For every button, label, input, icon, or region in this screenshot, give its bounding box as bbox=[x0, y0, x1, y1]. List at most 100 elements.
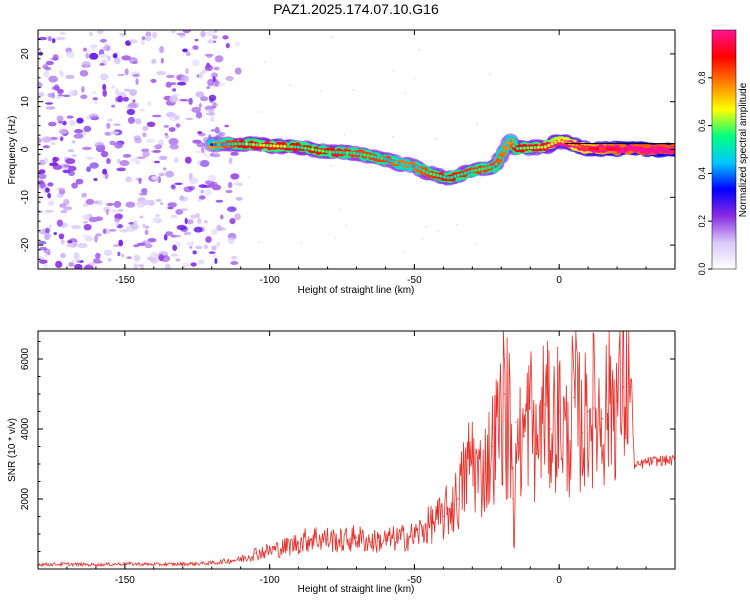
noise-speckle bbox=[197, 218, 202, 225]
snr-data-point bbox=[567, 442, 569, 444]
snr-data-point bbox=[486, 463, 488, 465]
signal-core-dot bbox=[519, 146, 523, 150]
noise-speckle bbox=[94, 235, 99, 243]
signal-core-dot bbox=[442, 175, 447, 179]
noise-speckle bbox=[189, 246, 193, 249]
noise-speckle bbox=[138, 177, 142, 184]
noise-speckle bbox=[111, 209, 118, 213]
noise-speckle bbox=[206, 86, 210, 90]
x-tick-label: -150 bbox=[115, 575, 135, 586]
noise-speckle bbox=[62, 94, 71, 98]
snr-data-point bbox=[616, 400, 618, 402]
noise-speckle bbox=[216, 224, 222, 232]
signal-core-dot bbox=[491, 165, 495, 169]
noise-speckle-layer bbox=[38, 30, 491, 269]
noise-speckle bbox=[175, 241, 182, 247]
noise-speckle bbox=[38, 210, 44, 214]
noise-dot bbox=[474, 243, 477, 246]
noise-speckle bbox=[121, 253, 125, 258]
noise-speckle bbox=[212, 153, 221, 158]
signal-core-dot bbox=[321, 149, 325, 153]
noise-speckle bbox=[71, 182, 78, 189]
noise-speckle bbox=[191, 59, 200, 67]
noise-speckle bbox=[44, 232, 51, 240]
noise-speckle bbox=[44, 252, 48, 257]
noise-speckle bbox=[56, 219, 64, 227]
noise-dot bbox=[248, 176, 251, 178]
signal-core-dot bbox=[651, 147, 655, 152]
noise-speckle bbox=[93, 258, 101, 262]
signal-core-dot bbox=[529, 146, 534, 150]
snr-data-point bbox=[370, 541, 372, 543]
noise-speckle bbox=[208, 174, 217, 182]
noise-dot bbox=[300, 241, 303, 244]
signal-core-dot bbox=[522, 146, 527, 150]
noise-speckle bbox=[162, 167, 167, 171]
noise-speckle bbox=[39, 259, 48, 264]
noise-speckle bbox=[68, 165, 77, 172]
noise-speckle bbox=[38, 173, 47, 180]
noise-speckle bbox=[106, 202, 115, 207]
noise-speckle bbox=[84, 264, 94, 269]
noise-speckle bbox=[141, 36, 146, 41]
noise-speckle bbox=[73, 133, 84, 139]
noise-speckle bbox=[121, 55, 132, 61]
noise-speckle bbox=[81, 192, 87, 198]
noise-speckle bbox=[85, 198, 95, 205]
noise-speckle bbox=[81, 234, 92, 238]
signal-core-dot bbox=[213, 143, 217, 147]
noise-speckle bbox=[75, 178, 84, 185]
noise-speckle bbox=[204, 189, 212, 196]
signal-core-dot bbox=[613, 147, 617, 151]
noise-speckle bbox=[160, 255, 171, 263]
signal-core-dot bbox=[561, 140, 565, 144]
noise-speckle bbox=[154, 144, 163, 150]
x-tick-label: -100 bbox=[260, 575, 280, 586]
signal-core-dot bbox=[237, 142, 242, 146]
noise-speckle bbox=[102, 89, 107, 97]
noise-speckle bbox=[192, 139, 202, 144]
snr-data-point bbox=[593, 407, 595, 409]
noise-speckle bbox=[89, 162, 99, 169]
noise-speckle bbox=[237, 182, 243, 186]
noise-speckle bbox=[81, 86, 85, 93]
signal-core-dot bbox=[477, 168, 481, 172]
noise-speckle bbox=[138, 264, 145, 267]
noise-speckle bbox=[82, 221, 89, 224]
noise-speckle bbox=[84, 236, 94, 242]
signal-core-dot bbox=[592, 147, 596, 151]
noise-dot bbox=[320, 90, 323, 93]
noise-dot bbox=[413, 77, 416, 80]
signal-core-dot bbox=[387, 158, 391, 162]
noise-speckle bbox=[183, 231, 192, 236]
signal-core-dot bbox=[550, 142, 554, 146]
snr-data-point bbox=[298, 542, 300, 544]
noise-speckle bbox=[50, 136, 58, 141]
colorbar-frame bbox=[711, 29, 737, 270]
noise-speckle bbox=[97, 30, 104, 35]
noise-speckle bbox=[68, 89, 77, 96]
signal-core-dot bbox=[276, 144, 280, 148]
y-tick-label: -10 bbox=[20, 190, 31, 205]
signal-core-dot bbox=[307, 147, 311, 151]
snr-data-point bbox=[549, 428, 552, 430]
snr-data-point bbox=[283, 546, 285, 548]
noise-speckle bbox=[70, 224, 81, 230]
noise-speckle bbox=[122, 154, 132, 158]
noise-speckle bbox=[152, 31, 157, 39]
y-tick-label: 2000 bbox=[20, 487, 31, 510]
snr-data-point bbox=[610, 393, 612, 395]
noise-speckle bbox=[169, 143, 179, 150]
signal-core-dot bbox=[474, 168, 478, 172]
signal-core-dot bbox=[342, 151, 346, 155]
noise-dot bbox=[456, 223, 459, 226]
noise-speckle bbox=[155, 214, 161, 217]
noise-speckle bbox=[65, 74, 75, 79]
noise-speckle bbox=[109, 140, 116, 146]
signal-core-dot bbox=[456, 173, 460, 177]
signal-core-dot bbox=[634, 147, 638, 151]
noise-speckle bbox=[72, 154, 77, 158]
noise-speckle bbox=[95, 252, 101, 259]
noise-speckle bbox=[164, 263, 171, 269]
noise-speckle bbox=[119, 32, 126, 37]
